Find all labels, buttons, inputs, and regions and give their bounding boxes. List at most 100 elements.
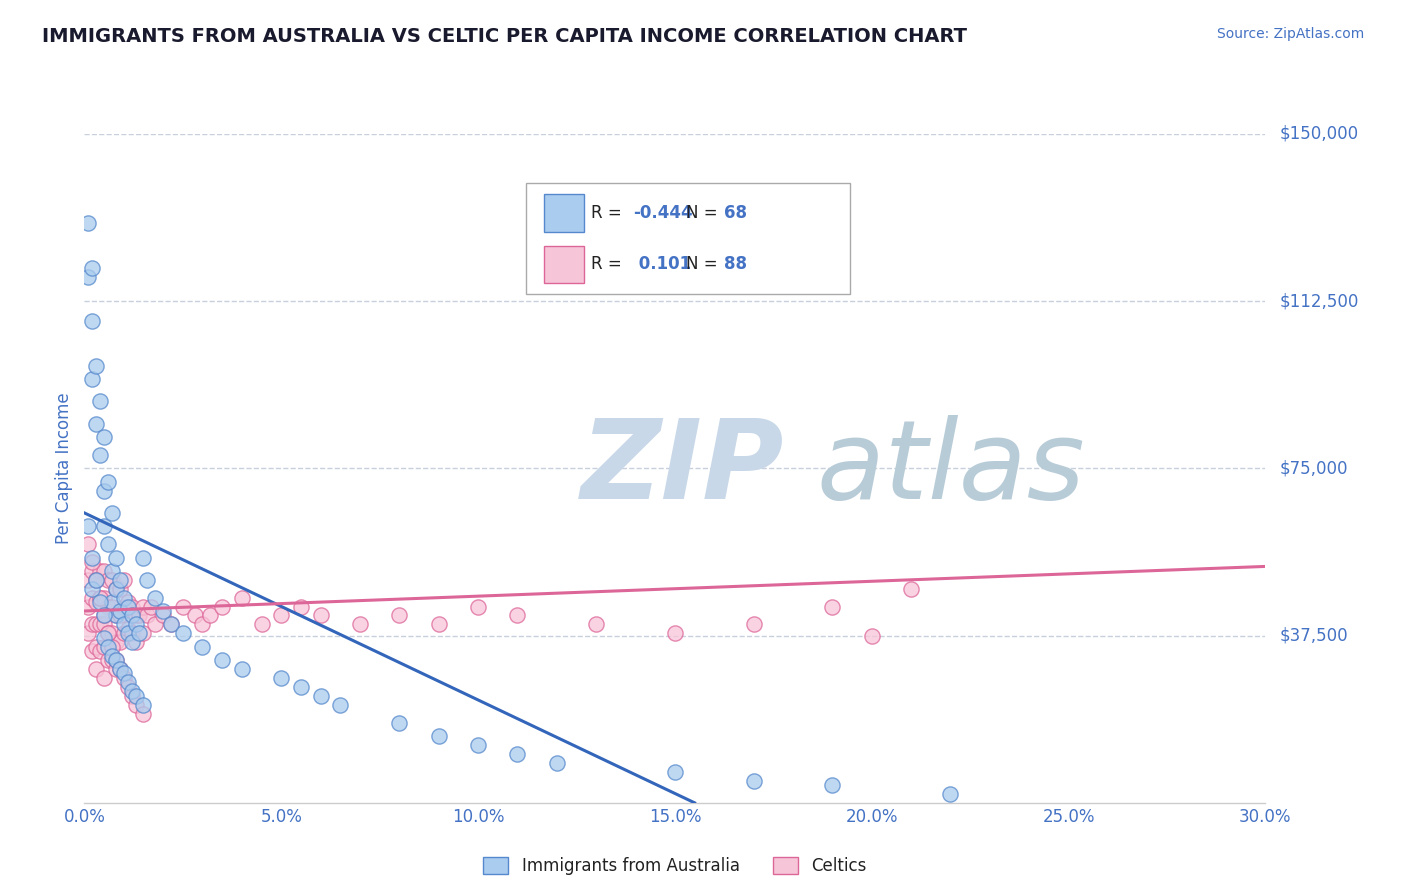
Point	[93, 430, 115, 444]
Point	[108, 662, 131, 676]
Point	[104, 550, 127, 565]
Point	[108, 582, 131, 596]
Legend: Immigrants from Australia, Celtics: Immigrants from Australia, Celtics	[477, 850, 873, 881]
Point	[101, 564, 124, 578]
Point	[821, 599, 844, 614]
Point	[101, 653, 124, 667]
Point	[89, 448, 111, 462]
Point	[231, 662, 253, 676]
Point	[117, 622, 139, 636]
Point	[546, 756, 568, 770]
Point	[84, 573, 107, 587]
Point	[160, 617, 183, 632]
Point	[124, 698, 146, 712]
Point	[427, 617, 450, 632]
Point	[132, 706, 155, 721]
Point	[172, 626, 194, 640]
Point	[132, 626, 155, 640]
Point	[82, 260, 104, 275]
Point	[112, 666, 135, 681]
Text: -0.444: -0.444	[633, 204, 693, 222]
Point	[152, 608, 174, 623]
Text: atlas: atlas	[817, 415, 1085, 522]
Point	[82, 617, 104, 632]
Point	[97, 599, 120, 614]
Point	[93, 671, 115, 685]
Point	[172, 599, 194, 614]
Point	[93, 519, 115, 533]
Point	[97, 653, 120, 667]
Point	[160, 617, 183, 632]
Point	[97, 475, 120, 489]
Point	[329, 698, 352, 712]
Point	[93, 564, 115, 578]
Point	[128, 626, 150, 640]
Point	[82, 591, 104, 605]
Point	[108, 608, 131, 623]
Point	[112, 573, 135, 587]
Point	[104, 608, 127, 623]
Point	[84, 640, 107, 654]
Point	[77, 626, 100, 640]
Point	[101, 599, 124, 614]
Point	[77, 216, 100, 230]
Point	[77, 537, 100, 551]
Point	[117, 626, 139, 640]
Point	[82, 555, 104, 569]
Point	[136, 573, 159, 587]
Point	[82, 644, 104, 658]
Point	[124, 617, 146, 632]
Point	[121, 608, 143, 623]
Point	[89, 644, 111, 658]
Point	[104, 662, 127, 676]
Point	[77, 519, 100, 533]
Text: IMMIGRANTS FROM AUSTRALIA VS CELTIC PER CAPITA INCOME CORRELATION CHART: IMMIGRANTS FROM AUSTRALIA VS CELTIC PER …	[42, 27, 967, 45]
Point	[104, 582, 127, 596]
Point	[124, 608, 146, 623]
Point	[290, 599, 312, 614]
Point	[124, 689, 146, 703]
Point	[427, 729, 450, 743]
Point	[211, 599, 233, 614]
Point	[309, 689, 332, 703]
Point	[128, 608, 150, 623]
Point	[84, 595, 107, 609]
Point	[93, 591, 115, 605]
Point	[93, 608, 115, 623]
Point	[108, 635, 131, 649]
Text: R =: R =	[591, 255, 627, 273]
Text: $75,000: $75,000	[1279, 459, 1348, 477]
Point	[93, 640, 115, 654]
Point	[101, 595, 124, 609]
Point	[97, 640, 120, 654]
Point	[742, 773, 765, 788]
Point	[77, 269, 100, 284]
Point	[270, 671, 292, 685]
Point	[117, 595, 139, 609]
Text: $150,000: $150,000	[1279, 125, 1358, 143]
Point	[506, 747, 529, 761]
Point	[104, 582, 127, 596]
Text: Source: ZipAtlas.com: Source: ZipAtlas.com	[1216, 27, 1364, 41]
Point	[97, 626, 120, 640]
Text: N =: N =	[686, 255, 723, 273]
Point	[121, 689, 143, 703]
Point	[136, 608, 159, 623]
Point	[104, 653, 127, 667]
Point	[112, 626, 135, 640]
Point	[82, 314, 104, 328]
Point	[89, 617, 111, 632]
Point	[82, 582, 104, 596]
Point	[121, 635, 143, 649]
Point	[112, 671, 135, 685]
Point	[101, 506, 124, 520]
Point	[112, 599, 135, 614]
Point	[309, 608, 332, 623]
Point	[664, 626, 686, 640]
Point	[152, 604, 174, 618]
Point	[108, 662, 131, 676]
Point	[124, 635, 146, 649]
Point	[143, 617, 166, 632]
Point	[82, 564, 104, 578]
Point	[121, 684, 143, 698]
